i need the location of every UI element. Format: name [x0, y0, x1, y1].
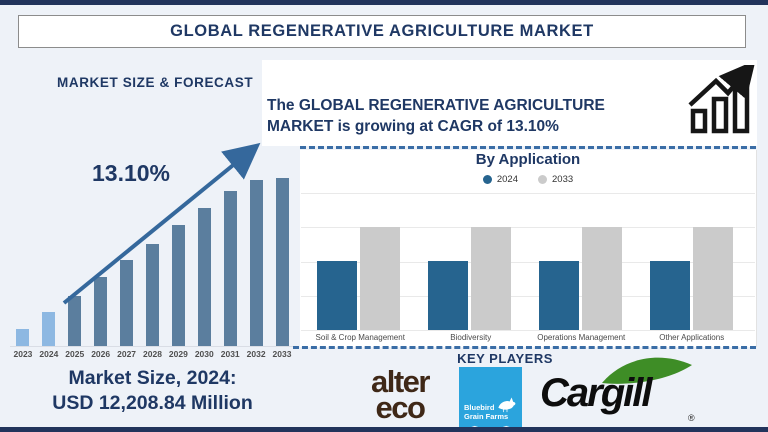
forecast-bar-column — [114, 157, 140, 346]
bird-icon — [498, 397, 516, 413]
forecast-bar-column — [62, 157, 88, 346]
bar-group-2 — [428, 227, 511, 330]
market-size-label: Market Size, 2024: — [68, 367, 237, 389]
cagr-value: 13.10% — [92, 160, 171, 186]
bar-2033 — [582, 227, 622, 330]
forecast-bar-column — [36, 157, 62, 346]
forecast-heading: MARKET SIZE & FORECAST — [57, 75, 254, 90]
bluebird-text: Bluebird Grain Farms — [464, 403, 508, 421]
page-title: GLOBAL REGENERATIVE AGRICULTURE MARKET — [170, 22, 594, 40]
key-players-heading: KEY PLAYERS — [457, 351, 553, 366]
forecast-year-label: 2027 — [117, 349, 137, 359]
forecast-year-label: 2024 — [39, 349, 59, 359]
forecast-bar-2028 — [145, 243, 159, 346]
forecast-year-label: 2026 — [91, 349, 111, 359]
forecast-bar-2026 — [94, 277, 108, 346]
category-label: Other Applications — [659, 333, 725, 342]
alter-eco-line2: eco — [375, 390, 426, 425]
legend-dot — [482, 175, 492, 184]
forecast-bar-2030 — [197, 208, 211, 346]
bar-2033 — [471, 227, 511, 330]
legend-label: 2033 — [552, 174, 574, 185]
gridline — [301, 330, 755, 331]
forecast-year-label: 2031 — [220, 349, 240, 359]
cargill-logo: Cargill ® — [538, 355, 708, 427]
forecast-year-label: 2029 — [168, 349, 188, 359]
legend-dot — [538, 175, 547, 184]
forecast-bar-column — [243, 157, 269, 346]
headline-text: The GLOBAL REGENERATIVE AGRICULTURE MARK… — [267, 95, 605, 137]
alter-eco-line1: alter — [371, 364, 430, 399]
bar-2024 — [428, 261, 468, 330]
bar-group-1 — [317, 227, 400, 330]
forecast-bar-2027 — [120, 260, 134, 346]
bluebird-grain-farms-logo: Bluebird Grain Farms — [459, 367, 522, 427]
forecast-bar-column — [10, 157, 36, 346]
by-application-title: By Application — [475, 151, 581, 168]
forecast-year-label: 2030 — [194, 349, 214, 359]
forecast-bar-2024 — [42, 312, 56, 346]
bluebird-line1: Bluebird — [464, 403, 495, 412]
gridline — [301, 261, 755, 263]
forecast-bar-2023 — [16, 329, 30, 346]
legend-item-2033: 2033 — [538, 174, 573, 185]
forecast-bar-2032 — [249, 179, 263, 346]
gridline — [301, 227, 755, 229]
forecast-bar-2025 — [68, 295, 82, 346]
forecast-year-label: 2028 — [143, 349, 162, 359]
bar-2024 — [650, 261, 690, 330]
forecast-bar-2031 — [223, 191, 237, 346]
bar-2024 — [539, 261, 579, 330]
by-application-legend: 2024 2033 — [300, 174, 756, 185]
forecast-bar-column — [191, 157, 217, 346]
forecast-year-label: 2023 — [13, 349, 33, 359]
alter-eco-logo: alter eco — [345, 364, 455, 425]
title-bar: GLOBAL REGENERATIVE AGRICULTURE MARKET — [18, 15, 746, 48]
category-label: Operations Management — [537, 333, 626, 342]
legend-label: 2024 — [496, 174, 518, 185]
forecast-bar-column — [217, 157, 243, 346]
forecast-bar-2029 — [171, 225, 185, 346]
forecast-year-label: 2032 — [246, 349, 266, 359]
leaf-path — [602, 357, 692, 384]
forecast-bar-column — [165, 157, 191, 346]
forecast-x-axis: 2023 2024 2025 2026 2027 2028 2029 2030 2031 2032… — [10, 349, 295, 359]
forecast-chart — [10, 157, 295, 347]
gridline — [301, 295, 755, 297]
bluebird-line2: Grain Farms — [464, 412, 509, 421]
bar-2024 — [317, 261, 357, 330]
growth-arrow — [62, 142, 261, 305]
bar-2033 — [360, 227, 400, 330]
forecast-bar-2033 — [275, 178, 289, 346]
headline-line2: MARKET is growing at CAGR of 13.10% — [267, 118, 559, 135]
by-application-plot — [301, 193, 755, 331]
by-application-x-axis: Soil & Crop Management Biodiversity Operat… — [301, 333, 755, 342]
registered-mark: ® — [688, 413, 695, 423]
growth-chart-icon — [688, 65, 756, 134]
market-size-value: USD 12,208.84 Million — [52, 392, 253, 414]
forecast-year-label: 2025 — [65, 349, 85, 359]
bar-group-3 — [539, 227, 622, 330]
forecast-bar-column — [140, 157, 166, 346]
bar-group-4 — [650, 227, 733, 330]
forecast-bar-column — [88, 157, 114, 346]
cargill-text: Cargill — [540, 371, 652, 415]
market-size-block: Market Size, 2024: USD 12,208.84 Million — [0, 366, 305, 416]
forecast-year-label: 2033 — [272, 349, 292, 359]
gridline — [301, 193, 755, 194]
headline-line1: The GLOBAL REGENERATIVE AGRICULTURE — [267, 97, 605, 114]
category-label: Soil & Crop Management — [315, 333, 405, 342]
headline-card — [262, 60, 757, 146]
dashed-separator-bottom — [293, 346, 756, 349]
legend-item-2024: 2024 — [482, 174, 518, 185]
cargill-leaf-icon — [602, 357, 692, 384]
bar-2033 — [693, 227, 733, 330]
forecast-bar-column — [269, 157, 295, 346]
dashed-separator-top — [300, 146, 756, 149]
category-label: Biodiversity — [450, 333, 492, 342]
